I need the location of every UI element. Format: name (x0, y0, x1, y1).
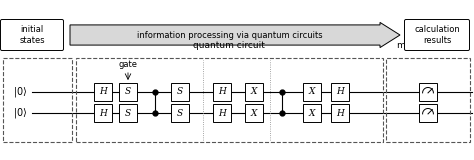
Bar (303, 104, 321, 122)
Text: X: X (251, 108, 257, 117)
Bar (3, 58, 72, 142)
Bar (119, 104, 137, 122)
Bar (171, 83, 189, 101)
FancyBboxPatch shape (404, 20, 470, 51)
Text: H: H (99, 108, 107, 117)
Text: H: H (99, 88, 107, 96)
Bar (386, 58, 470, 142)
Text: H: H (218, 108, 226, 117)
Bar (119, 83, 137, 101)
Text: S: S (125, 88, 131, 96)
Text: initial
states: initial states (19, 25, 45, 45)
Bar (245, 83, 263, 101)
Text: H: H (336, 108, 344, 117)
Text: quantum circuit: quantum circuit (193, 41, 265, 50)
Bar (213, 104, 231, 122)
Text: information processing via quantum circuits: information processing via quantum circu… (137, 31, 323, 40)
Bar (245, 104, 263, 122)
Bar (94, 83, 112, 101)
Text: gate: gate (118, 60, 137, 69)
Bar (331, 83, 349, 101)
Text: measurement: measurement (396, 41, 460, 50)
Bar (419, 83, 437, 101)
FancyArrow shape (70, 22, 400, 48)
Bar (331, 104, 349, 122)
Text: H: H (218, 88, 226, 96)
Bar (94, 104, 112, 122)
Text: qubits: qubits (23, 41, 51, 50)
Text: S: S (177, 88, 183, 96)
Text: S: S (177, 108, 183, 117)
Bar (171, 104, 189, 122)
Bar (76, 58, 383, 142)
Bar (303, 83, 321, 101)
Bar (419, 104, 437, 122)
Text: X: X (309, 88, 315, 96)
FancyBboxPatch shape (0, 20, 64, 51)
Bar (213, 83, 231, 101)
Text: S: S (125, 108, 131, 117)
Text: calculation
results: calculation results (414, 25, 460, 45)
Text: X: X (309, 108, 315, 117)
Text: H: H (336, 88, 344, 96)
Text: $|0\rangle$: $|0\rangle$ (13, 106, 27, 120)
Text: X: X (251, 88, 257, 96)
Text: $|0\rangle$: $|0\rangle$ (13, 85, 27, 99)
